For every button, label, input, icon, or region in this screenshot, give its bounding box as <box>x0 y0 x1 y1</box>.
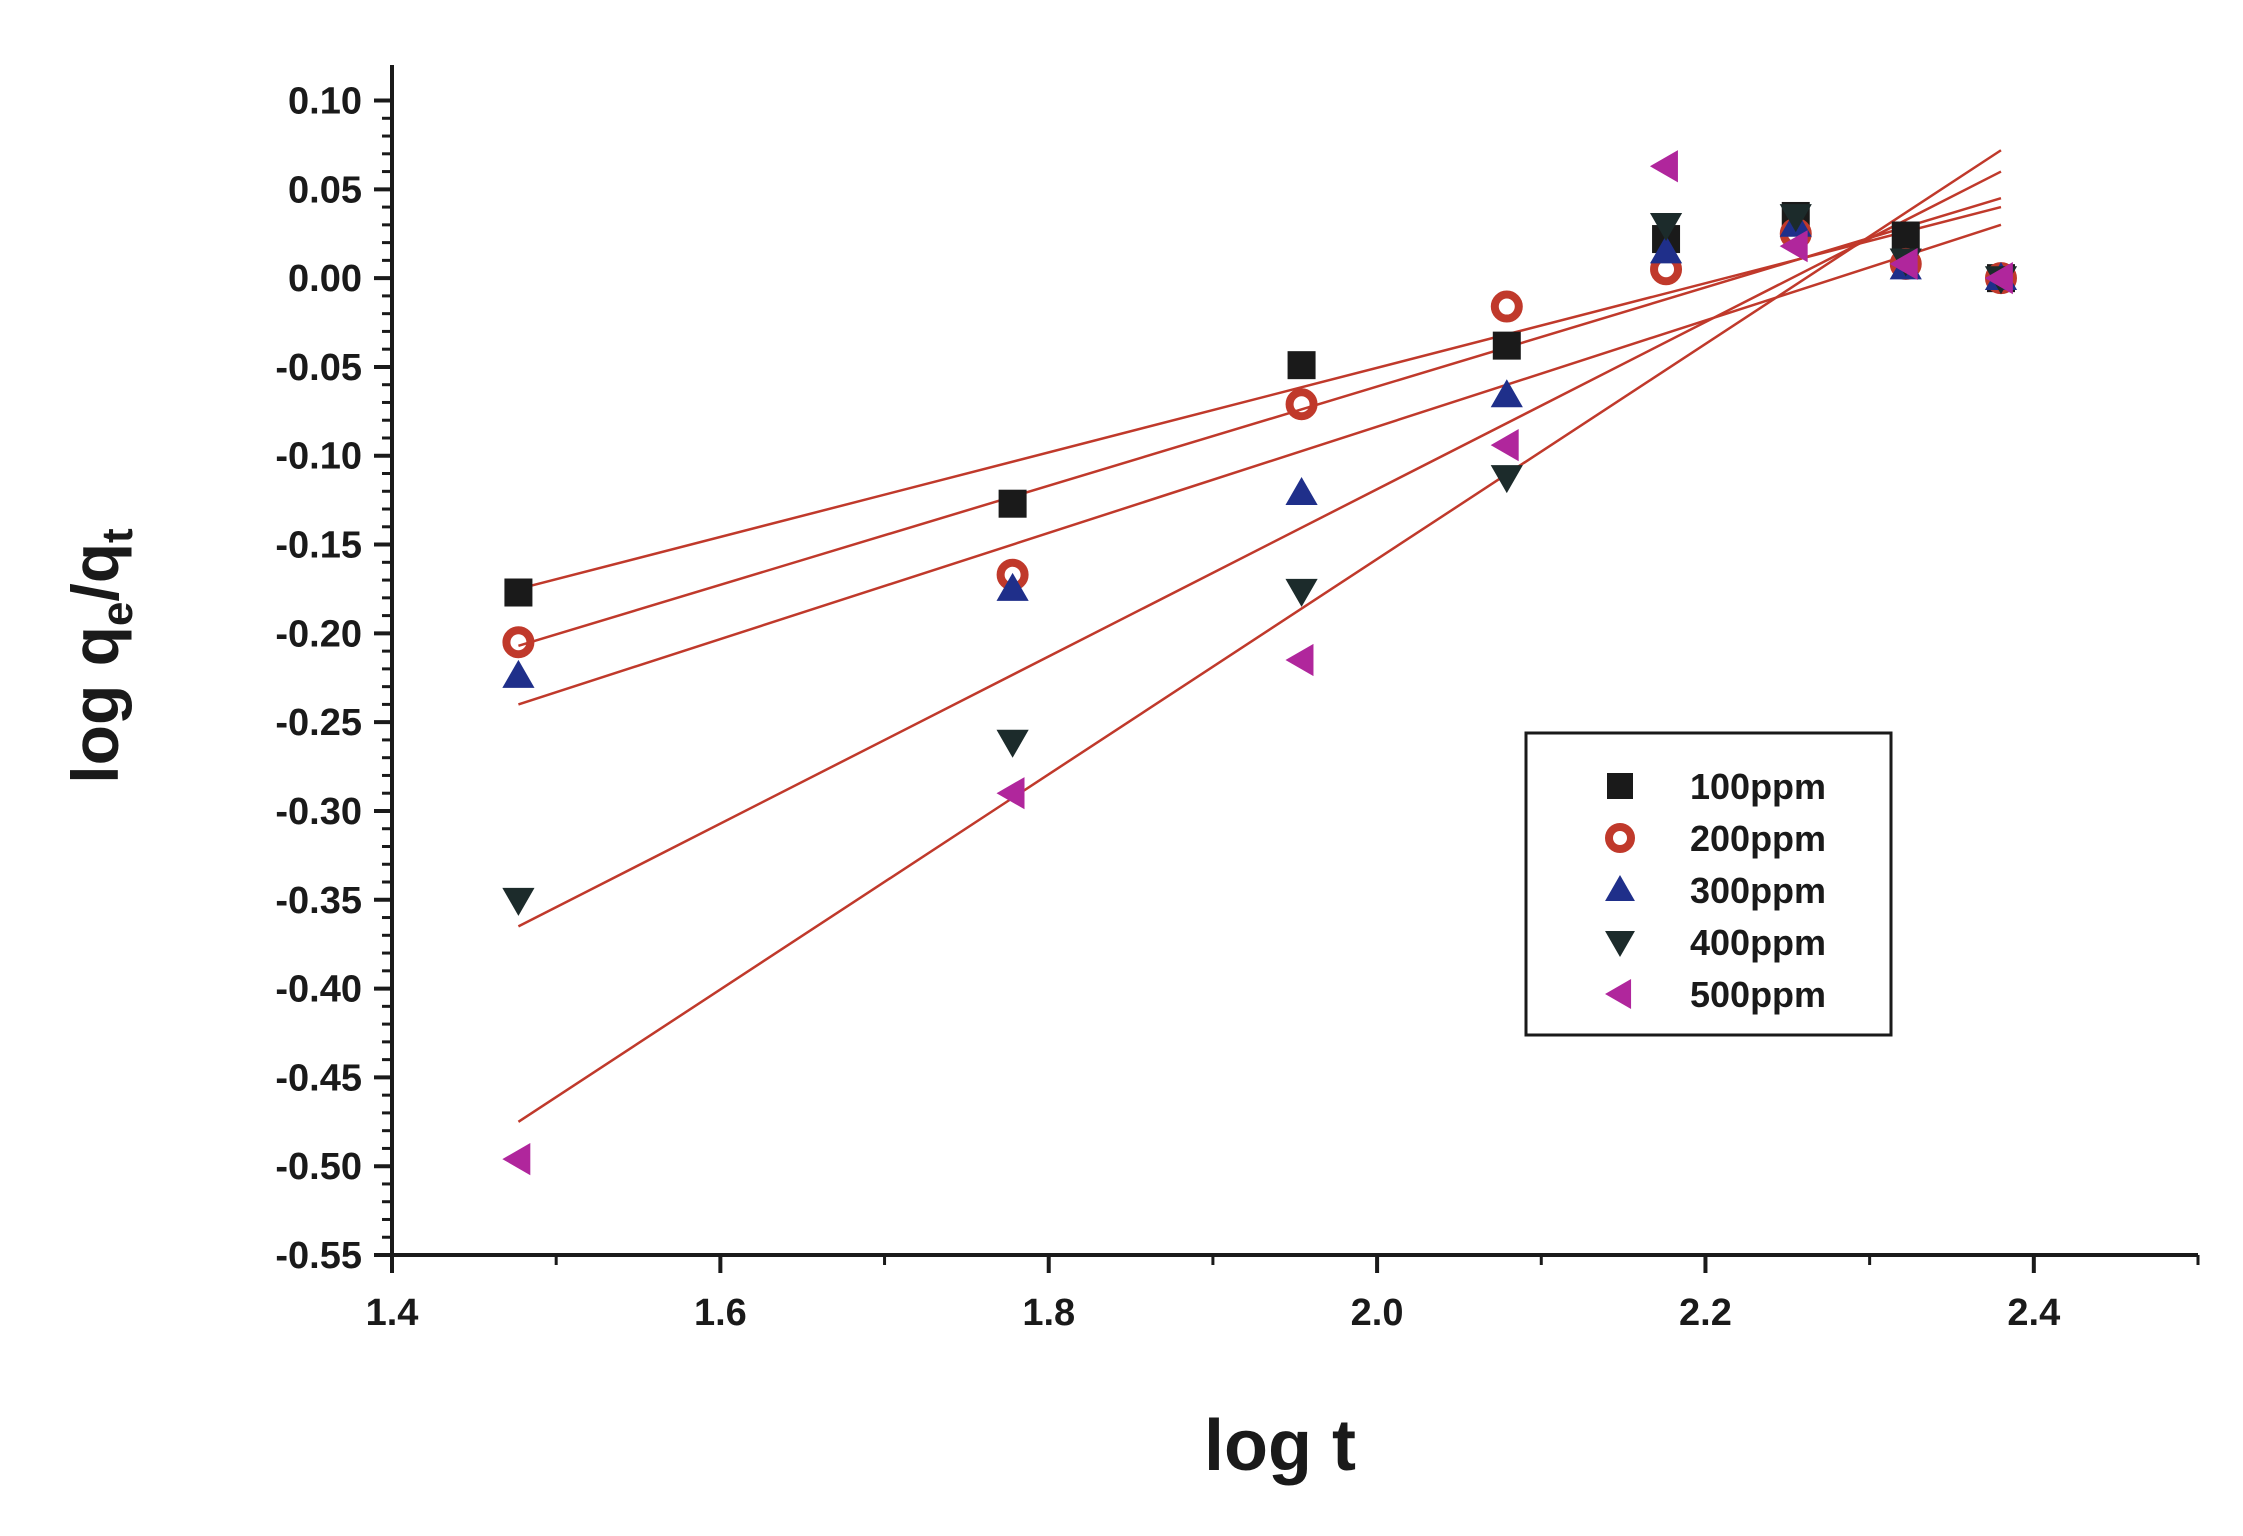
x-tick-label: 2.0 <box>1351 1292 1404 1334</box>
series-500ppm <box>502 150 2013 1176</box>
y-tick-label: -0.30 <box>275 791 362 833</box>
data-point <box>502 626 535 659</box>
data-point <box>1490 465 1523 494</box>
data-point <box>1649 212 1683 241</box>
legend-label: 200ppm <box>1690 818 1826 859</box>
data-point <box>1287 351 1316 380</box>
legend-label: 100ppm <box>1690 766 1826 807</box>
data-point <box>1779 230 1808 263</box>
fit-line-400ppm <box>517 170 2002 928</box>
legend-marker <box>1607 773 1633 799</box>
x-tick-label: 1.8 <box>1022 1292 1075 1334</box>
data-point <box>1490 290 1523 323</box>
y-tick-label: -0.10 <box>275 436 362 478</box>
legend-marker <box>1605 875 1635 902</box>
data-point <box>502 1142 531 1176</box>
y-tick-label: -0.55 <box>275 1235 362 1277</box>
data-point <box>1492 331 1521 360</box>
data-point <box>996 777 1025 810</box>
series-200ppm <box>502 217 2017 659</box>
y-tick-label: -0.50 <box>275 1146 362 1188</box>
data-point <box>996 729 1029 758</box>
series-300ppm <box>502 208 2018 688</box>
legend-marker <box>1605 979 1632 1009</box>
legend-marker <box>1605 823 1635 853</box>
x-tick-label: 1.4 <box>366 1292 419 1334</box>
x-tick-label: 1.6 <box>694 1292 747 1334</box>
data-point <box>504 578 533 607</box>
y-tick-label: 0.10 <box>288 81 362 123</box>
legend-label: 400ppm <box>1690 922 1826 963</box>
y-tick-label: -0.20 <box>275 613 362 655</box>
data-point <box>1779 204 1812 233</box>
y-tick-label: -0.45 <box>275 1057 362 1099</box>
y-tick-label: -0.05 <box>275 347 362 389</box>
y-tick-label: -0.40 <box>275 969 362 1011</box>
axes: 0.10 0.05 0.00 -0.05 -0.10 -0.15 -0.20 -0.25 -0.… <box>275 65 2200 1334</box>
data-markers <box>502 150 2018 1176</box>
data-point <box>1891 221 1920 250</box>
y-tick-label: 0.05 <box>288 169 362 211</box>
data-point <box>998 489 1027 518</box>
x-tick-label: 2.2 <box>1679 1292 1732 1334</box>
data-point <box>1490 379 1523 408</box>
data-point <box>1984 262 2013 295</box>
legend-box <box>1524 731 1893 1037</box>
x-tick-label: 2.4 <box>2007 1292 2060 1334</box>
y-tick-label: -0.15 <box>275 525 362 567</box>
data-point <box>1649 150 1678 183</box>
y-tick-label: -0.25 <box>275 702 362 744</box>
fit-lines <box>517 149 2002 1123</box>
fit-line-100ppm <box>518 205 2002 591</box>
data-point <box>1649 235 1683 264</box>
fit-line-500ppm <box>517 149 2002 1123</box>
data-point <box>1490 428 1519 462</box>
y-tick-label: -0.35 <box>275 880 362 922</box>
data-point <box>502 659 535 688</box>
data-point <box>1285 578 1318 607</box>
data-point <box>1285 388 1318 421</box>
data-point <box>1285 643 1314 677</box>
data-point <box>1285 476 1318 505</box>
legend: 100ppm 200ppm 300ppm 400ppm 500ppm <box>1524 731 1893 1037</box>
fit-line-300ppm <box>518 223 2002 706</box>
data-point <box>1889 247 1918 281</box>
fit-line-200ppm <box>518 197 2002 647</box>
x-axis-title: log t <box>1204 1406 1356 1486</box>
legend-label: 500ppm <box>1690 974 1826 1015</box>
data-point <box>996 572 1029 601</box>
y-axis-title: log qe/qt <box>58 528 142 784</box>
legend-marker <box>1605 930 1635 957</box>
legend-label: 300ppm <box>1690 870 1826 911</box>
y-tick-label: 0.00 <box>288 258 362 300</box>
data-point <box>502 887 535 916</box>
